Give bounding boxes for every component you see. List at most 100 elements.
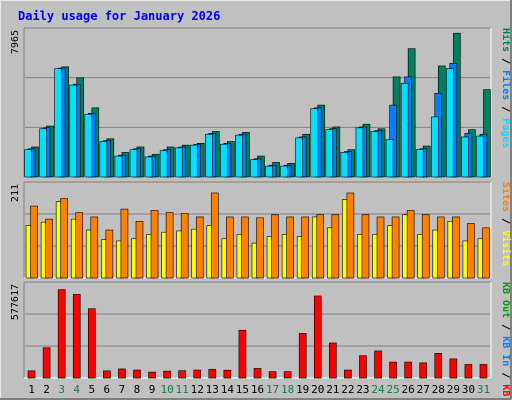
bar-pages xyxy=(310,108,319,178)
day-label: 15 xyxy=(236,383,249,396)
bar-pages xyxy=(220,143,228,178)
bar-sites xyxy=(271,214,279,279)
legend-entry: / xyxy=(500,58,511,70)
bar-pages xyxy=(370,131,379,178)
day-label: 27 xyxy=(417,383,430,396)
legend-entry: Visits xyxy=(500,230,512,266)
bar-kb-f xyxy=(283,371,292,379)
bar-sites xyxy=(436,216,445,279)
day-label: 17 xyxy=(266,383,279,396)
bar-pages xyxy=(325,129,334,178)
bar-sites xyxy=(256,217,264,279)
bar-kb-f xyxy=(118,368,126,379)
bar-kb-f xyxy=(479,364,488,379)
bar-kb-f xyxy=(238,329,247,379)
bar-sites xyxy=(241,216,249,279)
bar-kb-f xyxy=(148,371,156,379)
legend-entry: Files xyxy=(500,70,512,106)
legend-entry: KB In xyxy=(500,336,511,372)
bar-kb-f xyxy=(57,289,66,379)
day-label: 30 xyxy=(462,383,475,396)
bar-sites xyxy=(391,216,400,279)
chart-title: Daily usage for January 2026 xyxy=(18,9,220,23)
plot-area xyxy=(24,282,491,378)
bar-sites xyxy=(135,221,144,279)
day-label: 26 xyxy=(402,383,415,396)
bar-kb-f xyxy=(163,370,171,379)
day-label: 4 xyxy=(73,383,80,396)
bar-kb-f xyxy=(178,370,186,379)
bar-kb-f xyxy=(223,369,232,379)
day-label: 1 xyxy=(28,383,35,396)
bar-sites xyxy=(406,210,415,279)
bar-sites xyxy=(195,216,204,279)
day-label: 18 xyxy=(281,383,294,396)
bar-kb-f xyxy=(298,333,307,379)
bar-pages xyxy=(99,141,108,178)
bar-sites xyxy=(165,212,174,279)
bar-kb-f xyxy=(374,350,382,379)
bar-sites xyxy=(482,227,490,279)
day-label: 22 xyxy=(341,383,354,396)
bar-kb-f xyxy=(268,371,277,379)
legend-top: Hits / Files / Pages xyxy=(500,28,512,148)
bar-pages xyxy=(69,84,78,178)
bar-pages xyxy=(159,150,168,178)
bar-pages xyxy=(205,133,213,178)
bar-kb-f xyxy=(464,364,473,379)
bar-sites xyxy=(226,216,234,279)
bar-sites xyxy=(346,192,355,279)
day-label: 3 xyxy=(58,383,65,396)
legend-entry: Sites xyxy=(500,182,512,218)
bar-pages xyxy=(415,149,424,178)
bar-pages xyxy=(54,68,62,178)
day-label: 19 xyxy=(296,383,309,396)
bar-sites xyxy=(331,214,340,279)
bar-sites xyxy=(301,216,309,279)
day-label: 9 xyxy=(149,383,156,396)
bar-sites xyxy=(150,210,159,279)
bar-pages xyxy=(174,147,183,178)
day-label: 20 xyxy=(311,383,324,396)
legend-entry: / xyxy=(500,106,511,118)
bar-kb-f xyxy=(42,347,51,379)
bar-kb-f xyxy=(103,370,111,379)
bar-sites xyxy=(45,218,53,279)
bar-kb-f xyxy=(434,353,443,379)
bar-sites xyxy=(60,198,68,279)
day-label: 23 xyxy=(356,383,369,396)
bar-pages xyxy=(461,136,469,178)
bar-sites xyxy=(180,213,189,279)
day-label: 25 xyxy=(386,383,399,396)
bar-kb-f xyxy=(87,308,96,379)
y-max-label: 577617 xyxy=(10,284,21,320)
bar-pages xyxy=(235,134,243,178)
legend-mid: Sites / Visits xyxy=(500,182,512,266)
bar-pages xyxy=(114,155,123,178)
bar-pages xyxy=(84,113,93,178)
day-label: 29 xyxy=(447,383,460,396)
bar-kb-f xyxy=(344,369,352,379)
day-label: 24 xyxy=(371,383,385,396)
legend-entry: / xyxy=(500,218,511,230)
bar-sites xyxy=(90,216,99,279)
day-label: 8 xyxy=(134,383,141,396)
bar-sites xyxy=(316,214,325,279)
bar-pages xyxy=(446,68,454,178)
bar-sites xyxy=(452,216,460,279)
day-label: 6 xyxy=(104,383,111,396)
bar-sites xyxy=(376,216,385,279)
bar-sites xyxy=(75,212,84,279)
bar-kb-f xyxy=(133,369,141,379)
legend-entry: / xyxy=(500,372,511,384)
bar-pages xyxy=(476,135,484,178)
bar-sites xyxy=(286,216,294,279)
bar-kb-f xyxy=(208,368,217,379)
bar-pages xyxy=(400,82,409,178)
day-label: 2 xyxy=(43,383,50,396)
day-label: 11 xyxy=(176,383,189,396)
bar-kb-f xyxy=(419,362,428,379)
legend-entry: Hits xyxy=(500,28,512,58)
